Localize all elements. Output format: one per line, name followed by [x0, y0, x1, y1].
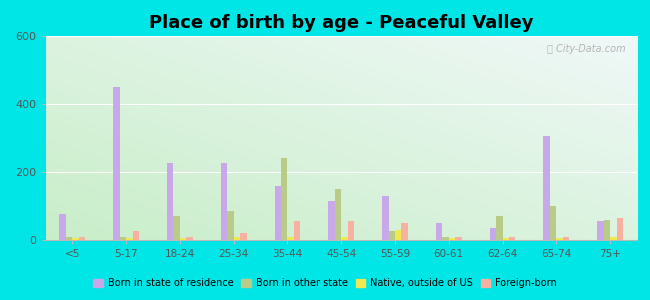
Bar [133, 232, 139, 240]
Bar [274, 186, 281, 240]
Bar [120, 237, 126, 240]
Bar [341, 237, 348, 240]
Bar [550, 206, 556, 240]
Bar [174, 216, 180, 240]
Bar [281, 158, 287, 240]
Bar [496, 216, 502, 240]
Bar [402, 223, 408, 240]
Bar [180, 238, 187, 240]
Bar [502, 238, 509, 240]
Bar [455, 237, 461, 240]
Bar [509, 237, 515, 240]
Bar [610, 237, 617, 240]
Bar [348, 221, 354, 240]
Bar [448, 238, 455, 240]
Bar [328, 201, 335, 240]
Bar [227, 211, 234, 240]
Bar [395, 230, 402, 240]
Bar [543, 136, 550, 240]
Bar [126, 238, 133, 240]
Bar [556, 238, 563, 240]
Text: ⓘ City-Data.com: ⓘ City-Data.com [547, 44, 625, 54]
Bar [389, 232, 395, 240]
Bar [563, 237, 569, 240]
Bar [60, 214, 66, 240]
Bar [489, 228, 496, 240]
Title: Place of birth by age - Peaceful Valley: Place of birth by age - Peaceful Valley [149, 14, 534, 32]
Bar [382, 196, 389, 240]
Bar [72, 238, 79, 240]
Bar [335, 189, 341, 240]
Bar [234, 237, 240, 240]
Bar [167, 164, 174, 240]
Legend: Born in state of residence, Born in other state, Native, outside of US, Foreign-: Born in state of residence, Born in othe… [89, 274, 561, 292]
Bar [113, 87, 120, 240]
Bar [597, 221, 604, 240]
Bar [66, 237, 72, 240]
Bar [604, 220, 610, 240]
Bar [294, 221, 300, 240]
Bar [436, 223, 443, 240]
Bar [617, 218, 623, 240]
Bar [79, 237, 85, 240]
Bar [221, 164, 228, 240]
Bar [287, 237, 294, 240]
Bar [443, 237, 448, 240]
Bar [240, 233, 246, 240]
Bar [187, 237, 193, 240]
